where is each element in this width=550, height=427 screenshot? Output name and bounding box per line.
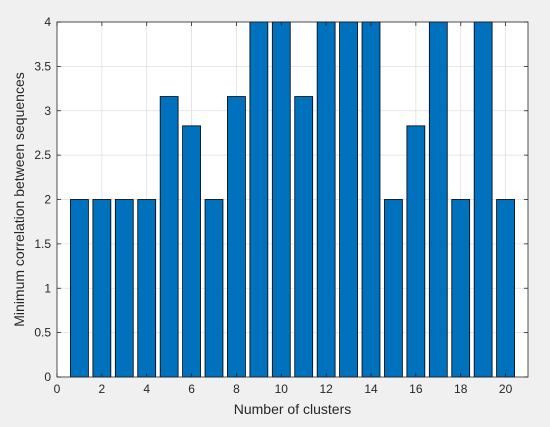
x-tick-label: 10 <box>275 382 289 396</box>
y-tick-label: 0.5 <box>34 326 51 340</box>
axis-ticks <box>56 21 528 378</box>
bar-7 <box>204 199 224 378</box>
x-tick-label: 2 <box>99 382 106 396</box>
x-axis-label: Number of clusters <box>234 401 351 417</box>
bar-13 <box>339 21 358 378</box>
y-tick-labels: 0 0.5 1 1.5 2 2.5 3 3.5 4 <box>34 15 51 384</box>
y-tick-label: 1.5 <box>34 237 51 251</box>
bar-6 <box>182 125 201 378</box>
y-tick-label: 1 <box>44 281 51 295</box>
bar-4 <box>137 199 157 378</box>
y-tick-label: 0 <box>44 370 51 384</box>
bar-3 <box>114 199 134 378</box>
bar-5 <box>159 96 179 378</box>
x-tick-label: 12 <box>319 382 333 396</box>
y-tick-label: 2.5 <box>34 148 51 162</box>
x-tick-label: 20 <box>499 382 513 396</box>
bar-2 <box>92 199 112 378</box>
bar-11 <box>294 96 314 378</box>
x-tick-labels: 0 2 4 6 8 10 12 14 16 18 20 <box>54 382 513 396</box>
x-tick-label: 14 <box>364 382 378 396</box>
bar-9 <box>249 21 269 378</box>
y-tick-label: 4 <box>44 15 51 29</box>
bar-19 <box>473 21 493 378</box>
y-tick-label: 3.5 <box>34 59 51 73</box>
bar-1 <box>70 199 89 378</box>
x-tick-label: 16 <box>409 382 423 396</box>
x-tick-label: 0 <box>54 382 61 396</box>
x-tick-label: 4 <box>143 382 150 396</box>
bar-20 <box>496 199 515 378</box>
y-tick-label: 2 <box>44 193 51 207</box>
x-tick-label: 6 <box>188 382 195 396</box>
bar-12 <box>316 21 336 378</box>
bar-8 <box>227 96 246 378</box>
y-tick-label: 3 <box>44 104 51 118</box>
y-axis-label: Minimum correlation between sequences <box>11 72 27 326</box>
bar-17 <box>428 21 448 378</box>
x-tick-label: 8 <box>233 382 240 396</box>
bar-10 <box>271 21 291 378</box>
x-tick-label: 18 <box>454 382 468 396</box>
bar-14 <box>361 21 381 378</box>
bar-15 <box>384 199 403 378</box>
bar-18 <box>451 199 471 378</box>
bar-16 <box>406 125 426 378</box>
